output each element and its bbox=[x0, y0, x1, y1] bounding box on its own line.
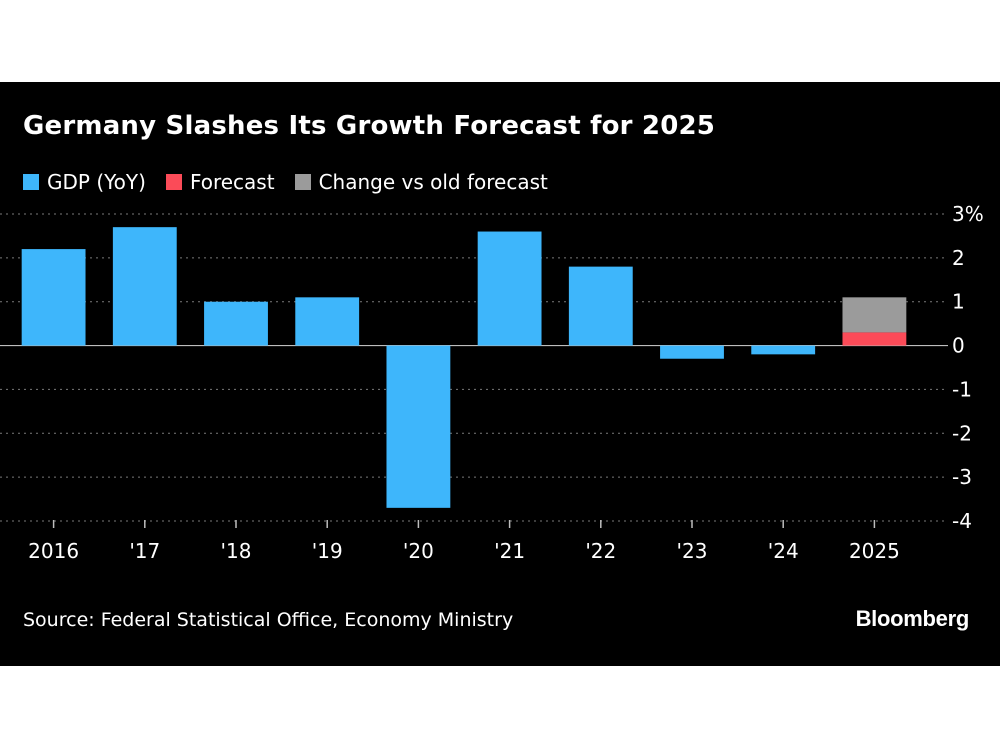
x-tick-label: '19 bbox=[312, 539, 343, 563]
legend-swatch-change bbox=[294, 174, 311, 190]
y-tick-label: 3% bbox=[952, 202, 984, 226]
bar-gdp bbox=[204, 301, 268, 346]
y-tick-label: -4 bbox=[952, 509, 972, 533]
x-tick-label: 2016 bbox=[28, 539, 79, 563]
y-tick-label: 1 bbox=[952, 290, 965, 314]
y-tick-label: 0 bbox=[952, 334, 965, 358]
y-tick-label: -1 bbox=[952, 377, 972, 401]
bar-chart: 3% 2 1 0 -1 -2 -3 -4 2016 '17 '18 '19 '20 '21 '22 '23 '2… bbox=[0, 202, 984, 563]
legend: GDP (YoY) Forecast Change vs old forecas… bbox=[23, 170, 568, 194]
legend-item-gdp: GDP (YoY) bbox=[23, 170, 146, 194]
bar-gdp bbox=[386, 345, 451, 508]
source-note: Source: Federal Statistical Office, Econ… bbox=[23, 609, 514, 631]
legend-swatch-gdp bbox=[23, 174, 39, 190]
x-tick-label: '23 bbox=[677, 539, 708, 563]
bar-gdp bbox=[21, 249, 86, 346]
bar-gdp bbox=[660, 345, 724, 359]
x-tick-label: '18 bbox=[221, 539, 252, 563]
bar-gdp bbox=[568, 266, 633, 346]
legend-item-change: Change vs old forecast bbox=[294, 170, 548, 194]
bar-change bbox=[842, 297, 907, 333]
y-tick-label: 2 bbox=[952, 246, 965, 270]
x-tick-label: '24 bbox=[768, 539, 799, 563]
x-tick-label: 2025 bbox=[849, 539, 900, 563]
chart-title: Germany Slashes Its Growth Forecast for … bbox=[23, 111, 716, 141]
x-tick-label: '20 bbox=[403, 539, 434, 563]
bar-gdp bbox=[751, 345, 816, 355]
x-tick-label: '17 bbox=[129, 539, 160, 563]
legend-label-change: Change vs old forecast bbox=[318, 170, 548, 194]
bar-forecast bbox=[842, 332, 907, 346]
y-tick-label: -2 bbox=[952, 421, 972, 445]
x-tick-label: '22 bbox=[585, 539, 616, 563]
legend-item-forecast: Forecast bbox=[165, 170, 275, 194]
bar-gdp bbox=[295, 297, 360, 346]
legend-label-forecast: Forecast bbox=[189, 170, 275, 194]
chart-card: Germany Slashes Its Growth Forecast for … bbox=[0, 82, 1000, 666]
legend-label-gdp: GDP (YoY) bbox=[47, 170, 146, 194]
legend-swatch-forecast bbox=[165, 174, 182, 190]
bar-gdp bbox=[112, 227, 177, 346]
bloomberg-logo: Bloomberg bbox=[855, 606, 970, 631]
bar-gdp bbox=[477, 231, 542, 346]
x-tick-label: '21 bbox=[494, 539, 525, 563]
y-tick-label: -3 bbox=[952, 465, 972, 489]
